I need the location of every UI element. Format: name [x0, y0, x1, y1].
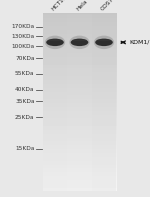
Bar — [92, 14, 116, 191]
Ellipse shape — [45, 36, 65, 49]
Ellipse shape — [69, 36, 90, 49]
Text: HCT116: HCT116 — [51, 0, 70, 12]
Ellipse shape — [72, 39, 87, 41]
Text: 130KDa: 130KDa — [11, 34, 35, 39]
Text: Hela: Hela — [75, 0, 88, 12]
Text: KDM1/LSD1: KDM1/LSD1 — [129, 40, 150, 45]
Ellipse shape — [94, 36, 114, 49]
Text: 70KDa: 70KDa — [15, 56, 34, 61]
Text: 55KDa: 55KDa — [15, 71, 34, 76]
Text: 15KDa: 15KDa — [15, 146, 34, 151]
Ellipse shape — [46, 39, 64, 46]
Text: 40KDa: 40KDa — [15, 87, 34, 92]
Text: 170KDa: 170KDa — [11, 24, 35, 29]
Ellipse shape — [71, 39, 88, 46]
Ellipse shape — [95, 39, 113, 46]
Bar — [67, 14, 92, 191]
Text: 25KDa: 25KDa — [15, 115, 34, 120]
Ellipse shape — [96, 39, 111, 41]
Ellipse shape — [48, 39, 63, 41]
Text: 35KDa: 35KDa — [15, 99, 34, 104]
Text: COS7: COS7 — [100, 0, 115, 12]
Text: 100KDa: 100KDa — [11, 44, 35, 49]
Bar — [43, 14, 67, 191]
